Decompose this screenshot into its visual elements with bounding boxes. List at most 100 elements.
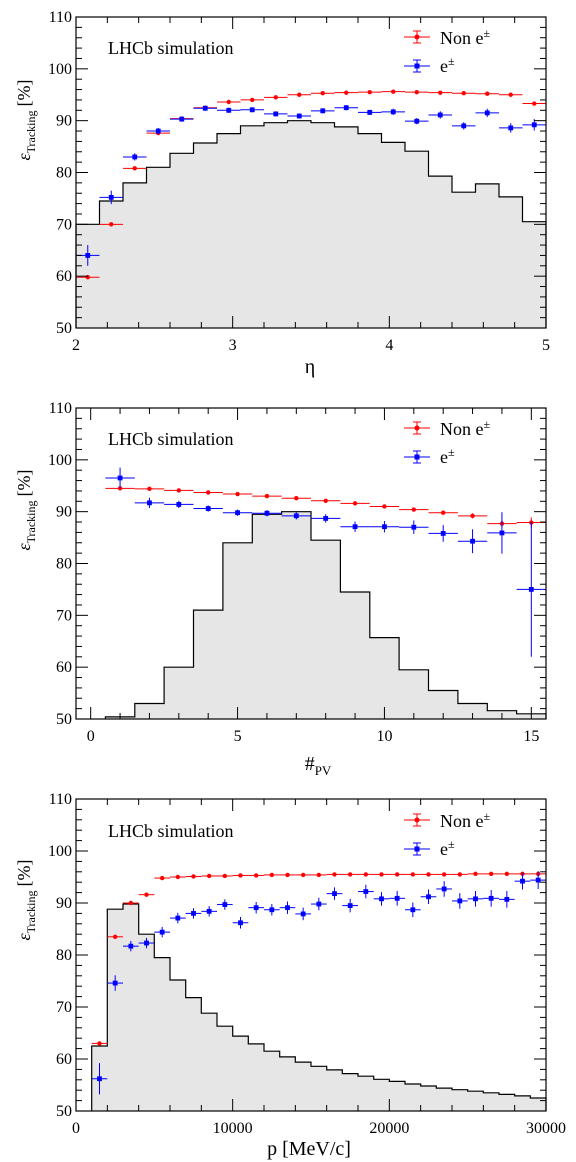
marker-square [253, 905, 259, 911]
data-point [240, 107, 264, 113]
x-tick-label: 20000 [369, 1120, 409, 1137]
data-point [334, 105, 358, 111]
marker-square [488, 895, 494, 901]
data-point [499, 871, 515, 877]
marker-circle [222, 873, 228, 879]
marker-square [363, 889, 369, 894]
marker-circle [508, 92, 513, 97]
data-point [326, 887, 343, 900]
data-point [91, 1063, 108, 1095]
data-point [193, 490, 223, 495]
marker-circle [367, 89, 372, 95]
x-axis-title: p [MeV/c] [267, 1138, 351, 1160]
marker-circle [382, 504, 387, 509]
marker-square [97, 1076, 102, 1082]
marker-square [394, 895, 400, 901]
legend-label-e-sup: ± [448, 54, 455, 68]
marker-square [155, 128, 161, 134]
data-point [340, 501, 370, 506]
marker-square [249, 107, 255, 113]
y-axis-title: εTracking [%] [14, 470, 38, 551]
data-point [428, 525, 458, 542]
svg-text:e±: e± [440, 837, 455, 859]
marker-circle [264, 493, 270, 499]
data-point [134, 497, 165, 509]
data-point [217, 873, 233, 879]
marker-circle [132, 166, 137, 171]
legend-label-e-sup: ± [448, 837, 455, 851]
legend-entry-e: e± [404, 54, 455, 76]
data-point [170, 116, 194, 122]
marker-square [316, 901, 322, 907]
data-point [311, 108, 335, 114]
data-point [138, 937, 155, 949]
marker-square [441, 886, 447, 892]
svg-text:Non e±: Non e± [440, 809, 491, 831]
y-tick-label: 80 [56, 165, 72, 182]
marker-square [85, 253, 91, 258]
legend: Non e± e± [404, 26, 491, 76]
data-point [170, 912, 186, 924]
data-point [428, 90, 452, 95]
marker-square [235, 510, 240, 516]
data-point [399, 520, 429, 534]
marker-square [293, 513, 299, 519]
marker-circle [441, 872, 447, 877]
x-tick-label: 0 [72, 1120, 80, 1137]
marker-circle [253, 873, 259, 878]
y-tick-label: 90 [56, 113, 72, 130]
y-tick-label: 80 [56, 556, 72, 573]
data-point [452, 90, 476, 96]
y-tick-label: 50 [56, 1103, 72, 1120]
data-point [311, 897, 327, 911]
marker-square [484, 110, 490, 116]
data-point [311, 90, 335, 96]
marker-circle [363, 872, 369, 877]
marker-square [426, 894, 431, 900]
data-point [264, 111, 288, 117]
marker-square [437, 112, 443, 118]
x-axis-title-sub: PV [315, 763, 332, 778]
annotation-text: LHCb simulation [108, 429, 234, 449]
x-tick-label: 5 [542, 337, 550, 354]
marker-circle [285, 872, 290, 878]
marker-circle [344, 90, 349, 95]
data-point [342, 898, 358, 913]
marker-circle [235, 491, 240, 497]
marker-circle [440, 510, 446, 515]
marker-square [410, 907, 416, 913]
marker-square [390, 109, 396, 115]
marker-circle [300, 872, 306, 878]
data-point [499, 92, 523, 97]
y-axis-title-unit: [%] [14, 80, 34, 107]
marker-circle [426, 872, 431, 877]
data-point [107, 934, 123, 939]
marker-square [144, 940, 149, 946]
x-axis-title-main: # [305, 753, 315, 775]
data-point [295, 872, 311, 878]
data-point [248, 873, 264, 878]
y-tick-label: 60 [56, 268, 72, 285]
y-tick-label: 60 [56, 659, 72, 676]
data-point [201, 873, 217, 879]
data-point [311, 498, 341, 503]
marker-circle [504, 871, 510, 877]
legend: Non e± e± [404, 809, 491, 859]
legend-entry-non-e: Non e± [404, 26, 491, 48]
marker-square [205, 506, 211, 511]
data-point [487, 512, 517, 554]
data-point [483, 890, 499, 907]
y-axis-title-symbol: ε [14, 152, 34, 160]
marker-square [112, 980, 118, 986]
data-point [264, 904, 280, 916]
marker-circle [470, 513, 475, 519]
marker-square [520, 878, 525, 884]
data-point [436, 881, 452, 897]
marker-square [320, 108, 326, 114]
data-point [428, 510, 458, 515]
data-point [405, 118, 429, 125]
data-point [91, 1041, 108, 1046]
data-point [420, 889, 437, 905]
data-point [185, 874, 202, 879]
data-point [170, 874, 186, 880]
